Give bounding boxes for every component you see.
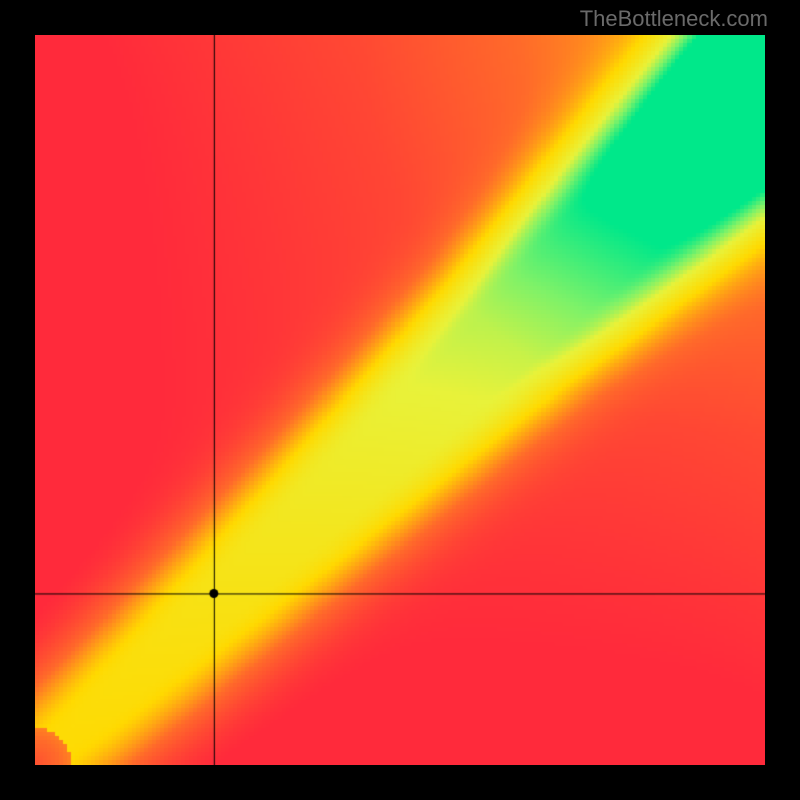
bottleneck-heatmap [35,35,765,765]
chart-frame: TheBottleneck.com [0,0,800,800]
watermark-text: TheBottleneck.com [580,6,768,32]
